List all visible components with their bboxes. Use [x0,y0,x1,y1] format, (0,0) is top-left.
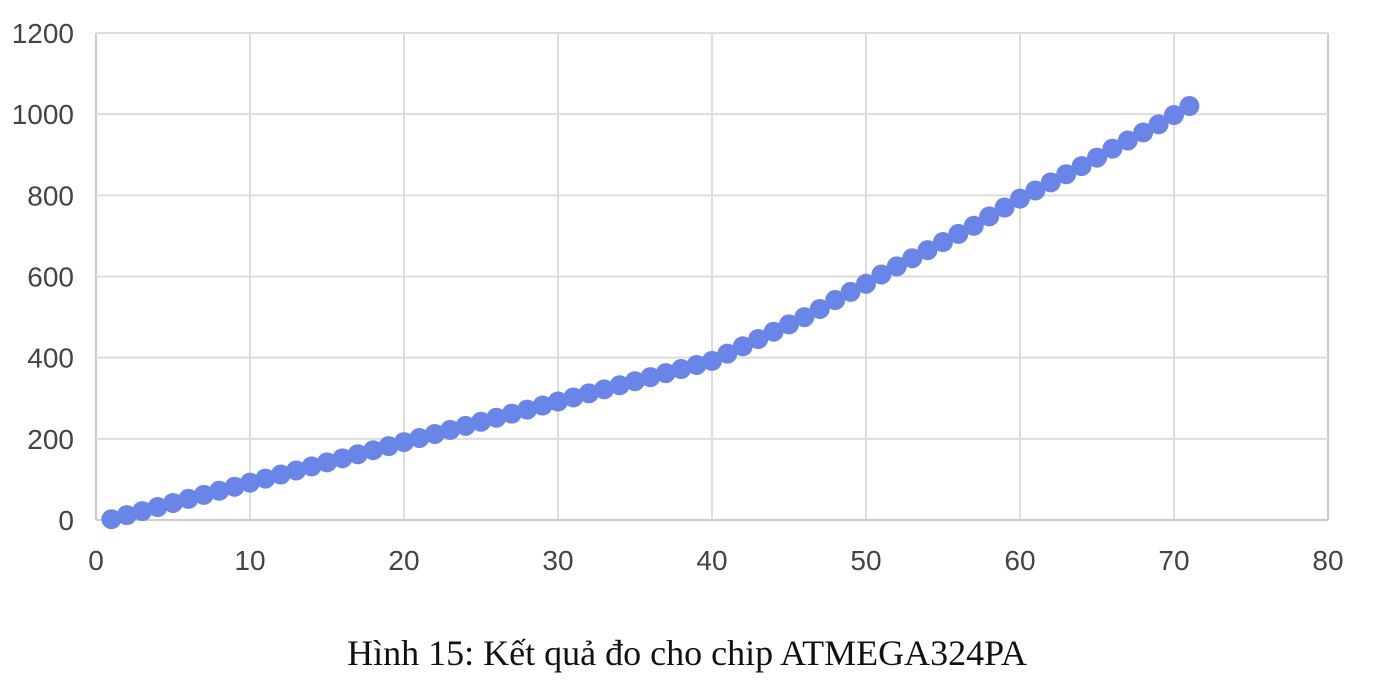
y-tick-label: 800 [27,180,74,211]
data-point [224,476,245,497]
data-point [933,232,953,253]
data-point [1179,96,1200,117]
data-point [640,367,661,388]
data-point [163,492,183,513]
data-point [1071,156,1092,177]
y-tick-label: 1200 [12,18,74,49]
data-point [517,399,538,420]
data-point [394,432,414,453]
data-point [1133,122,1154,143]
data-point [671,359,692,380]
data-point [1102,138,1123,159]
data-point [994,197,1015,218]
data-point [594,379,615,400]
y-tick-label: 600 [27,262,74,293]
data-point [255,468,276,489]
data-point [101,509,122,530]
figure-caption: Hình 15: Kết quả đo cho chip ATMEGA324PA [347,633,1027,673]
data-point [455,415,476,436]
data-point [963,215,984,236]
data-point [147,497,168,518]
data-point [116,505,137,526]
data-point [332,448,353,469]
data-point [563,387,584,408]
x-tick-label: 70 [1158,545,1189,576]
data-point [886,256,907,277]
x-tick-label: 50 [850,545,881,576]
data-point [548,391,568,412]
data-point [794,307,815,328]
data-point [779,314,799,335]
data-point [270,464,291,485]
x-tick-label: 40 [696,545,727,576]
data-point [702,350,722,371]
data-point [301,456,322,477]
data-point [1056,164,1077,185]
grid-lines [95,32,1329,521]
data-point [609,375,630,396]
data-point [763,321,784,342]
x-tick-label: 0 [88,545,104,576]
data-point [193,484,214,505]
y-tick-label: 400 [27,343,74,374]
data-point [424,423,445,444]
y-tick-label: 1000 [12,99,74,130]
data-point [317,452,337,473]
data-point [1087,147,1107,168]
x-tick-label: 80 [1312,545,1343,576]
data-point [902,248,923,269]
data-point [717,343,738,364]
data-point [625,371,645,392]
data-point [1148,114,1169,135]
data-point [1117,130,1138,151]
data-point [840,281,861,302]
x-tick-label: 30 [542,545,573,576]
data-point [948,223,969,244]
x-tick-label: 10 [234,545,265,576]
data-point [1040,172,1061,193]
data-point [686,354,707,375]
data-point [440,419,461,440]
data-point [347,444,368,465]
data-points [101,96,1200,530]
x-tick-label: 60 [1004,545,1035,576]
data-point [209,480,230,501]
data-point [240,472,260,493]
data-point [825,290,846,311]
data-point [1010,188,1030,209]
data-point [809,298,830,319]
data-point [409,428,430,449]
data-point [871,264,892,285]
data-point [1164,104,1184,125]
y-tick-label: 0 [58,505,74,536]
data-point [363,440,384,461]
data-point [979,206,1000,227]
y-tick-label: 200 [27,424,74,455]
data-point [578,383,599,404]
data-point [501,403,522,424]
x-tick-label: 20 [388,545,419,576]
data-point [917,240,938,261]
data-point [732,336,753,357]
data-point [178,488,199,509]
data-point [486,407,507,428]
data-point [132,501,153,522]
data-point [378,436,399,457]
data-point [856,273,876,294]
data-point [471,411,491,432]
data-point [655,363,676,384]
data-point [1025,180,1046,201]
data-point [286,460,307,481]
data-point [748,328,769,349]
data-point [532,395,553,416]
